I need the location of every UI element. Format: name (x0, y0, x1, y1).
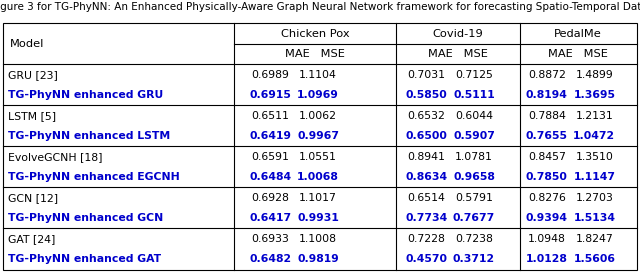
Text: 0.8457: 0.8457 (528, 152, 566, 162)
Text: 1.0068: 1.0068 (297, 172, 339, 182)
Text: 0.7238: 0.7238 (455, 234, 493, 244)
Text: 1.1017: 1.1017 (299, 193, 337, 203)
Text: 1.5606: 1.5606 (573, 254, 615, 264)
Text: 0.7228: 0.7228 (408, 234, 445, 244)
Text: PedalMe: PedalMe (554, 29, 602, 38)
Text: 0.8276: 0.8276 (528, 193, 566, 203)
Text: 0.6514: 0.6514 (408, 193, 445, 203)
Text: 0.7125: 0.7125 (455, 70, 493, 80)
Text: 0.6482: 0.6482 (250, 254, 292, 264)
Text: 1.0472: 1.0472 (573, 131, 616, 141)
Text: 1.8247: 1.8247 (575, 234, 613, 244)
Text: 0.5791: 0.5791 (455, 193, 493, 203)
Text: GCN [12]: GCN [12] (8, 193, 58, 203)
Text: 0.7734: 0.7734 (405, 213, 447, 223)
Text: 1.2703: 1.2703 (575, 193, 613, 203)
Text: 0.9658: 0.9658 (453, 172, 495, 182)
Text: 1.4899: 1.4899 (575, 70, 613, 80)
Text: TG-PhyNN enhanced GRU: TG-PhyNN enhanced GRU (8, 90, 163, 100)
Text: 0.6933: 0.6933 (252, 234, 289, 244)
Text: Covid-19: Covid-19 (433, 29, 483, 38)
Text: 0.9967: 0.9967 (297, 131, 339, 141)
Text: 0.7884: 0.7884 (528, 111, 566, 121)
Text: Figure 3 for TG-PhyNN: An Enhanced Physically-Aware Graph Neural Network framewo: Figure 3 for TG-PhyNN: An Enhanced Physi… (0, 2, 640, 12)
Text: 1.0062: 1.0062 (299, 111, 337, 121)
Text: 0.6419: 0.6419 (250, 131, 292, 141)
Text: 1.1008: 1.1008 (299, 234, 337, 244)
Text: TG-PhyNN enhanced GCN: TG-PhyNN enhanced GCN (8, 213, 163, 223)
Text: 1.0969: 1.0969 (297, 90, 339, 100)
Text: 0.6928: 0.6928 (252, 193, 289, 203)
Text: GRU [23]: GRU [23] (8, 70, 58, 80)
Text: 0.6591: 0.6591 (252, 152, 289, 162)
Text: 0.6484: 0.6484 (250, 172, 292, 182)
Text: 1.2131: 1.2131 (575, 111, 613, 121)
Text: MAE   MSE: MAE MSE (285, 49, 345, 59)
Text: 1.3510: 1.3510 (575, 152, 613, 162)
Text: 0.5907: 0.5907 (453, 131, 495, 141)
Text: TG-PhyNN enhanced GAT: TG-PhyNN enhanced GAT (8, 254, 161, 264)
Text: 0.8872: 0.8872 (528, 70, 566, 80)
Text: 0.8194: 0.8194 (526, 90, 568, 100)
Text: 0.6511: 0.6511 (252, 111, 289, 121)
Text: 1.0781: 1.0781 (455, 152, 493, 162)
Text: GAT [24]: GAT [24] (8, 234, 56, 244)
Text: 1.1104: 1.1104 (299, 70, 337, 80)
Text: 0.5111: 0.5111 (453, 90, 495, 100)
Text: MAE   MSE: MAE MSE (548, 49, 608, 59)
Text: 0.6417: 0.6417 (250, 213, 292, 223)
Text: Model: Model (10, 39, 44, 49)
Text: 1.0551: 1.0551 (299, 152, 337, 162)
Text: 0.7031: 0.7031 (408, 70, 445, 80)
Text: 1.3695: 1.3695 (573, 90, 615, 100)
Text: 0.8941: 0.8941 (408, 152, 445, 162)
Text: 1.5134: 1.5134 (573, 213, 615, 223)
Text: TG-PhyNN enhanced EGCNH: TG-PhyNN enhanced EGCNH (8, 172, 180, 182)
Text: 0.6532: 0.6532 (408, 111, 445, 121)
Text: 0.6044: 0.6044 (455, 111, 493, 121)
Text: 0.8634: 0.8634 (405, 172, 447, 182)
Text: 0.6915: 0.6915 (250, 90, 291, 100)
Text: 0.7850: 0.7850 (526, 172, 568, 182)
Text: 0.6500: 0.6500 (406, 131, 447, 141)
Text: Chicken Pox: Chicken Pox (281, 29, 349, 38)
Text: 0.9819: 0.9819 (297, 254, 339, 264)
Text: MAE   MSE: MAE MSE (428, 49, 488, 59)
Text: 1.0948: 1.0948 (528, 234, 566, 244)
Text: 0.9931: 0.9931 (297, 213, 339, 223)
Text: 1.1147: 1.1147 (573, 172, 615, 182)
Text: 0.4570: 0.4570 (406, 254, 447, 264)
Text: 0.9394: 0.9394 (526, 213, 568, 223)
Text: 0.3712: 0.3712 (453, 254, 495, 264)
Text: 0.5850: 0.5850 (406, 90, 447, 100)
Text: TG-PhyNN enhanced LSTM: TG-PhyNN enhanced LSTM (8, 131, 170, 141)
Text: 1.0128: 1.0128 (526, 254, 568, 264)
Text: LSTM [5]: LSTM [5] (8, 111, 56, 121)
Text: 0.6989: 0.6989 (252, 70, 289, 80)
Text: 0.7677: 0.7677 (453, 213, 495, 223)
Text: 0.7655: 0.7655 (526, 131, 568, 141)
Text: EvolveGCNH [18]: EvolveGCNH [18] (8, 152, 103, 162)
